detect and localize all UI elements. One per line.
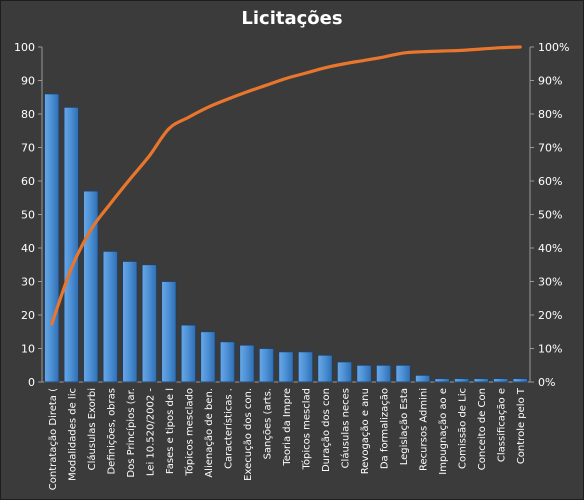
bar [356,364,372,383]
category-label: Duração dos con [321,388,332,472]
category-label: Tópicos mesclado [183,388,195,477]
category-label: Recursos Admini [419,388,430,471]
category-label: Dos Princípios (ar. [125,388,137,478]
bar [63,106,79,383]
bar [454,378,470,383]
category-label: Características . [222,388,234,469]
category-label: Lei 10.520/2002 - [145,388,156,476]
bar [161,281,177,383]
y-left-tick-label: 90 [21,75,35,88]
y-left-tick-label: 30 [21,276,35,289]
category-label: Execução dos con. [243,388,254,481]
category-label: Classificação e [497,388,508,462]
cumulative-line [50,45,522,326]
bar [434,378,450,383]
bar [473,378,489,383]
y-left-tick-label: 10 [21,343,35,356]
category-label: Controle pelo T [516,387,527,464]
y-left-tick-label: 80 [21,108,35,121]
category-label: Definições, obras [106,388,117,475]
category-label: Alienação de ben. [204,388,215,478]
y-right-tick-label: 0% [538,376,555,389]
bar [180,324,197,383]
bars [44,93,528,383]
bar [141,264,157,383]
y-right-tick-label: 50% [538,209,562,222]
category-label: Tópicos mesclad [301,388,313,471]
bar [297,351,314,383]
y-left-tick-label: 50 [21,209,35,222]
cumulative-line-path [50,45,522,326]
y-right-tick-label: 80% [538,108,562,121]
bar [336,361,353,383]
bar [102,250,118,383]
category-label: Impugnação ao e [438,388,449,475]
category-label: Teoria da Impre [282,388,293,467]
bar [375,364,392,383]
y-right-tick-label: 70% [538,142,562,155]
y-left-tick-label: 0 [28,376,35,389]
bar [493,378,509,383]
bar [200,331,216,383]
y-right-tick-label: 10% [538,343,562,356]
category-label: Cláusulas Exorbi [86,388,98,470]
y-right-tick-label: 40% [538,242,562,255]
bar [278,351,294,383]
y-left-tick-label: 40 [21,242,35,255]
y-left-tick-label: 70 [21,142,35,155]
y-right-tick-label: 100% [538,41,569,54]
bar [317,354,333,383]
axes: 0 10 20 30 40 50 60 70 80 90 100 0% 10% 20% 30% 40% 50% 6… [14,41,569,389]
bar [219,341,236,383]
y-right-tick-label: 30% [538,276,562,289]
category-label: Da formalização [380,388,391,469]
y-left-tick-label: 100 [14,41,35,54]
bar [512,378,528,383]
category-label: Legislação Esta [399,388,410,465]
bar [239,344,255,383]
y-left-tick-label: 60 [21,175,35,188]
category-label: Cláusulas neces [340,388,352,468]
category-label: Contratação Direta ( [48,388,59,490]
chart-title: Licitações [241,8,343,29]
bar [44,93,60,383]
bar [415,374,431,383]
category-labels: Contratação Direta ( Modalidades de lic Cl… [48,387,527,490]
category-label: Conceito de Con [477,388,488,470]
category-label: Fases e tipos de l [165,388,176,474]
y-right-tick-label: 20% [538,309,562,322]
y-left-tick-label: 20 [21,309,35,322]
bar [258,348,275,383]
category-label: Comissão de Lic [458,388,469,469]
category-label: Sanções (arts. [262,388,273,459]
category-label: Modalidades de lic [67,388,78,481]
bar [122,260,138,383]
y-right-tick-label: 60% [538,175,562,188]
category-label: Revogação e anu [360,388,371,474]
bar [395,364,411,383]
y-right-tick-label: 90% [538,75,562,88]
